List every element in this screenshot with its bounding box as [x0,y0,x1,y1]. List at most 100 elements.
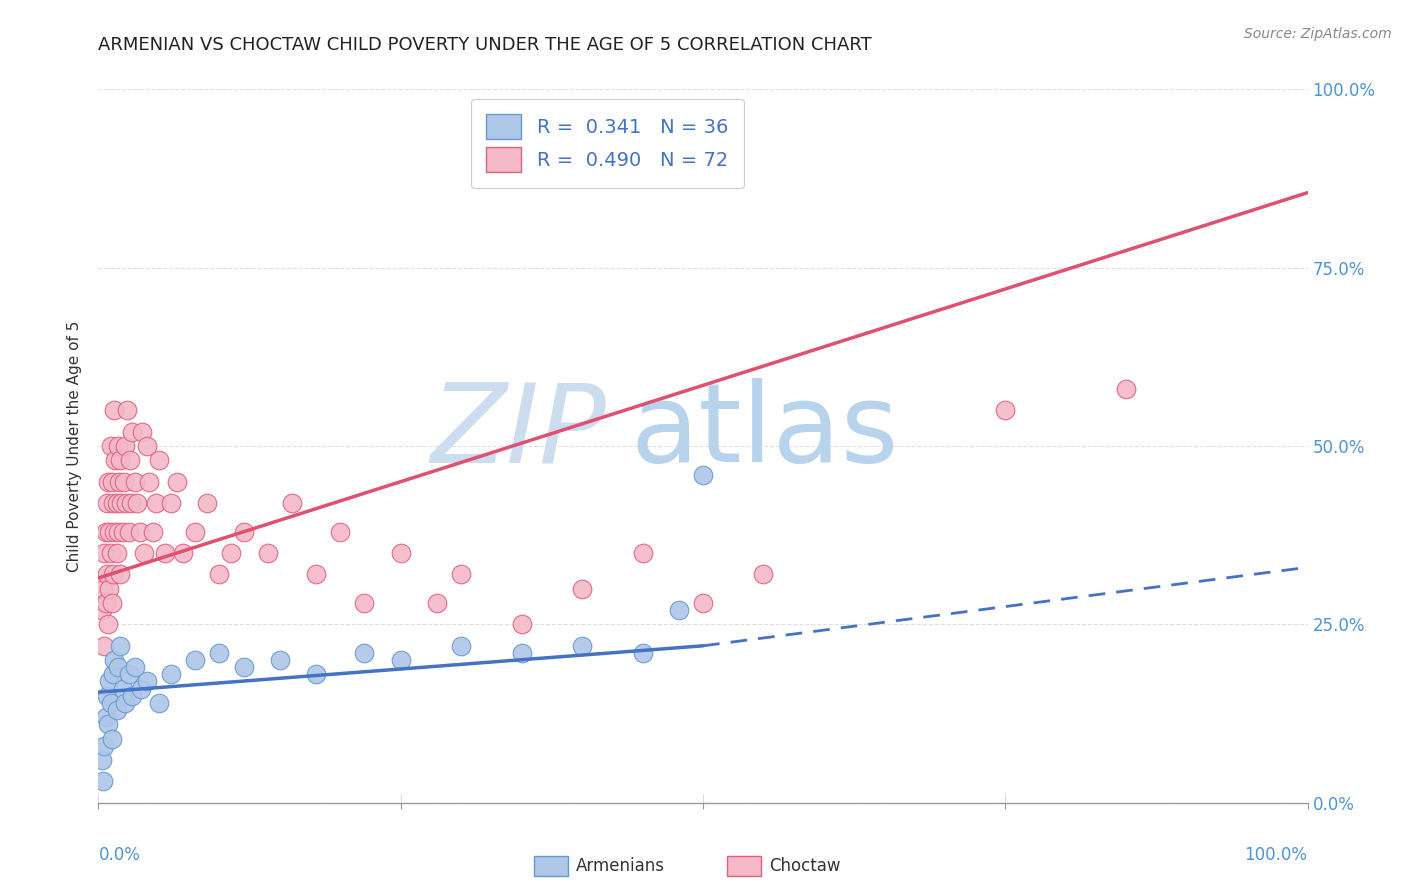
Point [668,603,690,617]
Point [111,681,134,696]
Point [692,596,714,610]
Point [120,496,142,510]
Point [104,453,127,467]
Point [96,567,118,582]
Point [631,546,654,560]
Point [101,667,124,681]
Point [91,753,114,767]
Point [103,403,125,417]
Point [97,617,120,632]
Point [195,496,218,510]
Point [100,731,122,746]
Point [1115,382,1137,396]
Point [114,439,136,453]
Point [329,524,352,539]
Point [208,646,231,660]
Point [269,653,291,667]
Point [100,696,122,710]
Point [571,639,593,653]
Point [232,660,254,674]
Point [166,475,188,489]
Point [112,475,135,489]
Point [256,546,278,560]
Point [111,524,134,539]
Point [107,524,129,539]
Point [353,646,375,660]
Point [118,453,141,467]
Point [127,496,149,510]
FancyBboxPatch shape [534,855,568,876]
Text: atlas: atlas [630,378,898,485]
Point [108,453,131,467]
Point [145,496,167,510]
Point [135,674,157,689]
Point [103,524,125,539]
Point [994,403,1017,417]
Point [115,496,138,510]
Point [93,546,115,560]
Point [128,524,150,539]
Point [107,660,129,674]
Point [305,567,328,582]
Point [121,425,143,439]
Point [232,524,254,539]
Point [129,681,152,696]
Text: ZIP: ZIP [430,378,606,485]
Point [108,475,131,489]
Point [108,639,131,653]
Point [101,567,124,582]
Point [94,524,117,539]
Point [208,567,231,582]
Text: Choctaw: Choctaw [769,856,841,874]
Point [98,582,121,596]
Point [281,496,304,510]
Point [93,639,115,653]
Point [98,674,121,689]
Point [105,546,128,560]
Point [172,546,194,560]
Point [389,546,412,560]
Point [153,546,176,560]
Point [91,774,114,789]
Point [94,596,117,610]
Point [97,475,120,489]
Point [100,546,122,560]
Point [100,475,122,489]
Point [160,667,183,681]
Point [305,667,328,681]
Legend: R =  0.341   N = 36, R =  0.490   N = 72: R = 0.341 N = 36, R = 0.490 N = 72 [471,99,744,188]
Point [107,439,129,453]
Point [100,596,122,610]
Point [114,696,136,710]
Text: 0.0%: 0.0% [98,846,141,863]
Text: Armenians: Armenians [576,856,665,874]
Point [510,646,533,660]
Point [631,646,654,660]
Point [353,596,375,610]
Text: 100.0%: 100.0% [1244,846,1308,863]
Point [184,524,207,539]
Point [117,403,139,417]
Point [752,567,775,582]
Point [118,524,141,539]
Point [148,696,170,710]
Point [121,689,143,703]
Point [160,496,183,510]
Point [142,524,165,539]
Point [105,703,128,717]
Point [93,739,115,753]
FancyBboxPatch shape [727,855,761,876]
Point [97,717,120,731]
Point [692,467,714,482]
Text: ARMENIAN VS CHOCTAW CHILD POVERTY UNDER THE AGE OF 5 CORRELATION CHART: ARMENIAN VS CHOCTAW CHILD POVERTY UNDER … [98,36,872,54]
Point [108,567,131,582]
Point [450,567,472,582]
Y-axis label: Child Poverty Under the Age of 5: Child Poverty Under the Age of 5 [67,320,83,572]
Point [124,660,146,674]
Point [91,603,114,617]
Point [389,653,412,667]
Point [118,667,141,681]
Point [131,425,153,439]
Point [100,439,122,453]
Point [101,496,124,510]
